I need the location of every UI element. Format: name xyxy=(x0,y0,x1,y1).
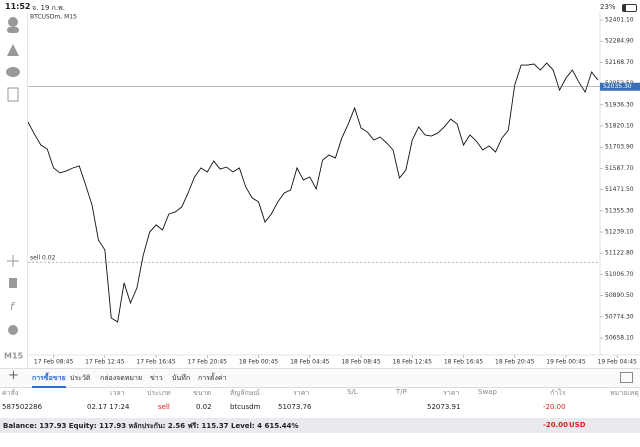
x-tick-label: 17 Feb 16:45 xyxy=(136,359,176,366)
add-button[interactable]: + xyxy=(8,368,19,383)
order-label: sell 0.02 xyxy=(30,255,56,262)
column-header: ราคา xyxy=(293,389,310,397)
column-header: เวลา xyxy=(110,389,125,397)
column-header: กำไร xyxy=(550,389,566,397)
currency: USD xyxy=(569,421,586,429)
x-tick-label: 17 Feb 12:45 xyxy=(85,359,125,366)
x-tick-label: 18 Feb 04:45 xyxy=(290,359,330,366)
account-icon[interactable] xyxy=(8,17,18,27)
cell: 52073.91 xyxy=(427,403,461,411)
y-tick-label: 51587.70 xyxy=(605,165,634,172)
column-header: หมายเหตุ xyxy=(610,389,639,397)
x-tick-label: 18 Feb 16:45 xyxy=(444,359,484,366)
y-tick-label: 51820.10 xyxy=(605,123,634,130)
battery: 23% xyxy=(600,3,616,11)
cell: btcusdm xyxy=(230,403,261,411)
y-tick-label: 51355.30 xyxy=(605,207,634,214)
x-tick-label: 18 Feb 08:45 xyxy=(341,359,381,366)
cell: 51073.76 xyxy=(278,403,312,411)
expand-icon[interactable] xyxy=(620,372,633,383)
objects-icon[interactable] xyxy=(8,325,18,335)
timeframe[interactable]: M15 xyxy=(4,352,24,361)
x-tick-label: 19 Feb 04:45 xyxy=(598,359,638,366)
balance-summary: Balance: 137.93 Equity: 117.93 หลักประกั… xyxy=(3,422,299,430)
sidebar-border xyxy=(27,12,28,370)
y-tick-label: 50774.30 xyxy=(605,313,634,320)
new-icon[interactable] xyxy=(7,87,19,102)
column-header: ราคา xyxy=(443,389,460,397)
chart-title: BTCUSDm, M15 xyxy=(30,14,77,21)
column-header: T/P xyxy=(396,388,407,396)
x-tick-label: 18 Feb 00:45 xyxy=(239,359,279,366)
account-icon-body xyxy=(7,27,19,33)
current-price-label: 52035.30 xyxy=(603,83,632,90)
tab-bar: + การซื้อขาย ประวัติ กล่องจดหมาย ข่าว บันทึก… xyxy=(0,368,640,388)
status-date: จ. 19 ก.พ. xyxy=(32,4,65,12)
balance-bar: Balance: 137.93 Equity: 117.93 หลักประกั… xyxy=(0,418,640,433)
status-time: 11:52 xyxy=(5,2,31,11)
y-tick-label: 50890.50 xyxy=(605,292,634,299)
tab[interactable]: การตั้งค่า xyxy=(198,374,227,382)
tab[interactable]: ประวัติ xyxy=(70,374,91,382)
y-tick-label: 52401.10 xyxy=(605,17,634,24)
y-tick-label: 52284.90 xyxy=(605,38,634,45)
x-tick-label: 18 Feb 12:45 xyxy=(393,359,433,366)
battery-icon xyxy=(622,4,637,12)
function-icon[interactable]: f xyxy=(10,300,16,313)
column-header: สัญลักษณ์ xyxy=(230,389,260,397)
column-header: ค่าสั่ง xyxy=(2,389,19,397)
column-header: S/L xyxy=(347,388,358,396)
y-tick-label: 51936.30 xyxy=(605,101,634,108)
tab[interactable]: การซื้อขาย xyxy=(32,373,66,388)
tab[interactable]: บันทึก xyxy=(172,374,191,382)
chat-icon[interactable] xyxy=(6,67,20,77)
table-header: ค่าสั่ง เวลา ประเภท ขนาด สัญลักษณ์ ราคา S/L T/P… xyxy=(0,388,640,400)
table-body: 587502286 02.17 17:24 sell 0.02 btcusdm 51073… xyxy=(0,403,640,417)
price-line xyxy=(28,62,599,323)
sidebar: f M15 xyxy=(4,12,28,370)
column-header: ประเภท xyxy=(147,389,171,397)
cell: -20.00 xyxy=(543,403,566,411)
y-tick-label: 51006.70 xyxy=(605,271,634,278)
tab[interactable]: ข่าว xyxy=(150,374,163,382)
x-tick-label: 17 Feb 08:45 xyxy=(34,359,74,366)
column-header: ขนาด xyxy=(193,389,212,397)
y-tick-label: 50658.10 xyxy=(605,335,634,342)
y-tick-label: 51122.80 xyxy=(605,250,634,257)
cell: 587502286 xyxy=(2,403,43,411)
current-price-box xyxy=(600,82,640,91)
indicator-icon[interactable] xyxy=(9,278,17,288)
cell: sell xyxy=(158,403,170,411)
tab[interactable]: กล่องจดหมาย xyxy=(100,374,143,382)
column-header: Swap xyxy=(478,388,497,396)
x-tick-label: 18 Feb 20:45 xyxy=(495,359,535,366)
y-tick-label: 51471.50 xyxy=(605,186,634,193)
y-tick-label: 51239.10 xyxy=(605,229,634,236)
crosshair-icon[interactable] xyxy=(7,255,19,267)
cell: 0.02 xyxy=(196,403,212,411)
cell: 02.17 17:24 xyxy=(87,403,130,411)
y-tick-label: 51703.90 xyxy=(605,144,634,151)
y-tick-label: 52168.70 xyxy=(605,59,634,66)
x-tick-label: 19 Feb 00:45 xyxy=(546,359,586,366)
x-tick-label: 17 Feb 20:45 xyxy=(188,359,228,366)
total-profit: -20.00 xyxy=(543,421,569,429)
chart: BTCUSDm, M15 52401.10 52284.90 52168.70 520… xyxy=(28,12,640,366)
trade-icon[interactable] xyxy=(7,44,19,56)
